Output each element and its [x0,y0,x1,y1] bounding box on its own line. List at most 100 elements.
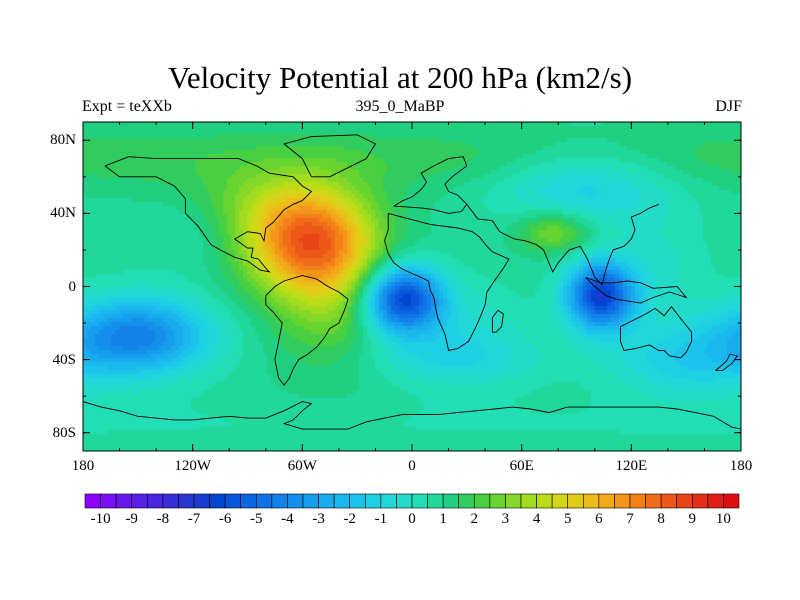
field-cell [183,134,188,139]
field-cell [571,130,576,135]
field-cell [283,126,288,131]
field-cell [475,190,480,195]
field-cell [535,122,540,127]
field-cell [139,210,144,215]
field-cell [251,154,256,159]
field-cell [399,170,404,175]
field-cell [251,238,256,243]
field-cell [723,122,728,127]
field-cell [107,234,112,239]
field-cell [203,138,208,143]
field-cell [151,182,156,187]
field-cell [503,234,508,239]
field-cell [371,182,376,187]
field-cell [379,190,384,195]
field-cell [83,182,88,187]
field-cell [667,218,672,223]
field-cell [551,182,556,187]
field-cell [359,146,364,151]
field-cell [459,170,464,175]
field-cell [343,182,348,187]
field-cell [271,226,276,231]
field-cell [547,170,552,175]
field-cell [103,150,108,155]
field-cell [423,138,428,143]
field-cell [307,146,312,151]
field-cell [455,154,460,159]
field-cell [227,182,232,187]
y-tick-label: 80N [50,132,76,149]
field-cell [203,222,208,227]
field-cell [283,162,288,167]
field-cell [647,154,652,159]
field-cell [603,146,608,151]
field-cell [147,154,152,159]
field-cell [711,226,716,231]
field-cell [231,214,236,219]
field-cell [507,126,512,131]
field-cell [351,146,356,151]
field-cell [627,206,632,211]
field-cell [623,238,628,243]
field-cell [499,210,504,215]
field-cell [583,222,588,227]
field-cell [719,154,724,159]
field-cell [739,222,741,227]
field-cell [655,238,660,243]
field-cell [283,198,288,203]
field-cell [543,134,548,139]
field-cell [635,134,640,139]
field-cell [591,162,596,167]
field-cell [643,166,648,171]
field-cell [335,150,340,155]
field-cell [187,218,192,223]
field-cell [619,178,624,183]
field-cell [543,154,548,159]
field-cell [279,178,284,183]
field-cell [151,226,156,231]
field-cell [307,186,312,191]
field-cell [471,158,476,163]
field-cell [679,146,684,151]
field-cell [203,146,208,151]
field-cell [419,150,424,155]
field-cell [255,178,260,183]
field-cell [623,198,628,203]
field-cell [431,154,436,159]
field-cell [335,234,340,239]
field-cell [483,178,488,183]
field-cell [351,194,356,199]
field-cell [99,238,104,243]
field-cell [667,174,672,179]
field-cell [711,210,716,215]
field-cell [171,194,176,199]
field-cell [439,202,444,207]
field-cell [739,194,741,199]
field-cell [691,222,696,227]
field-cell [511,162,516,167]
field-cell [663,154,668,159]
field-cell [687,126,692,131]
field-cell [703,222,708,227]
field-cell [371,206,376,211]
field-cell [295,122,300,127]
field-cell [651,158,656,163]
field-cell [599,226,604,231]
field-cell [467,202,472,207]
field-cell [171,170,176,175]
field-cell [239,214,244,219]
field-cell [271,194,276,199]
field-cell [535,150,540,155]
field-cell [603,122,608,127]
field-cell [455,178,460,183]
field-cell [379,146,384,151]
field-cell [663,210,668,215]
field-cell [227,218,232,223]
field-cell [123,230,128,235]
field-cell [219,222,224,227]
field-cell [323,178,328,183]
field-cell [103,126,108,131]
field-cell [615,186,620,191]
field-cell [715,194,720,199]
field-cell [371,154,376,159]
